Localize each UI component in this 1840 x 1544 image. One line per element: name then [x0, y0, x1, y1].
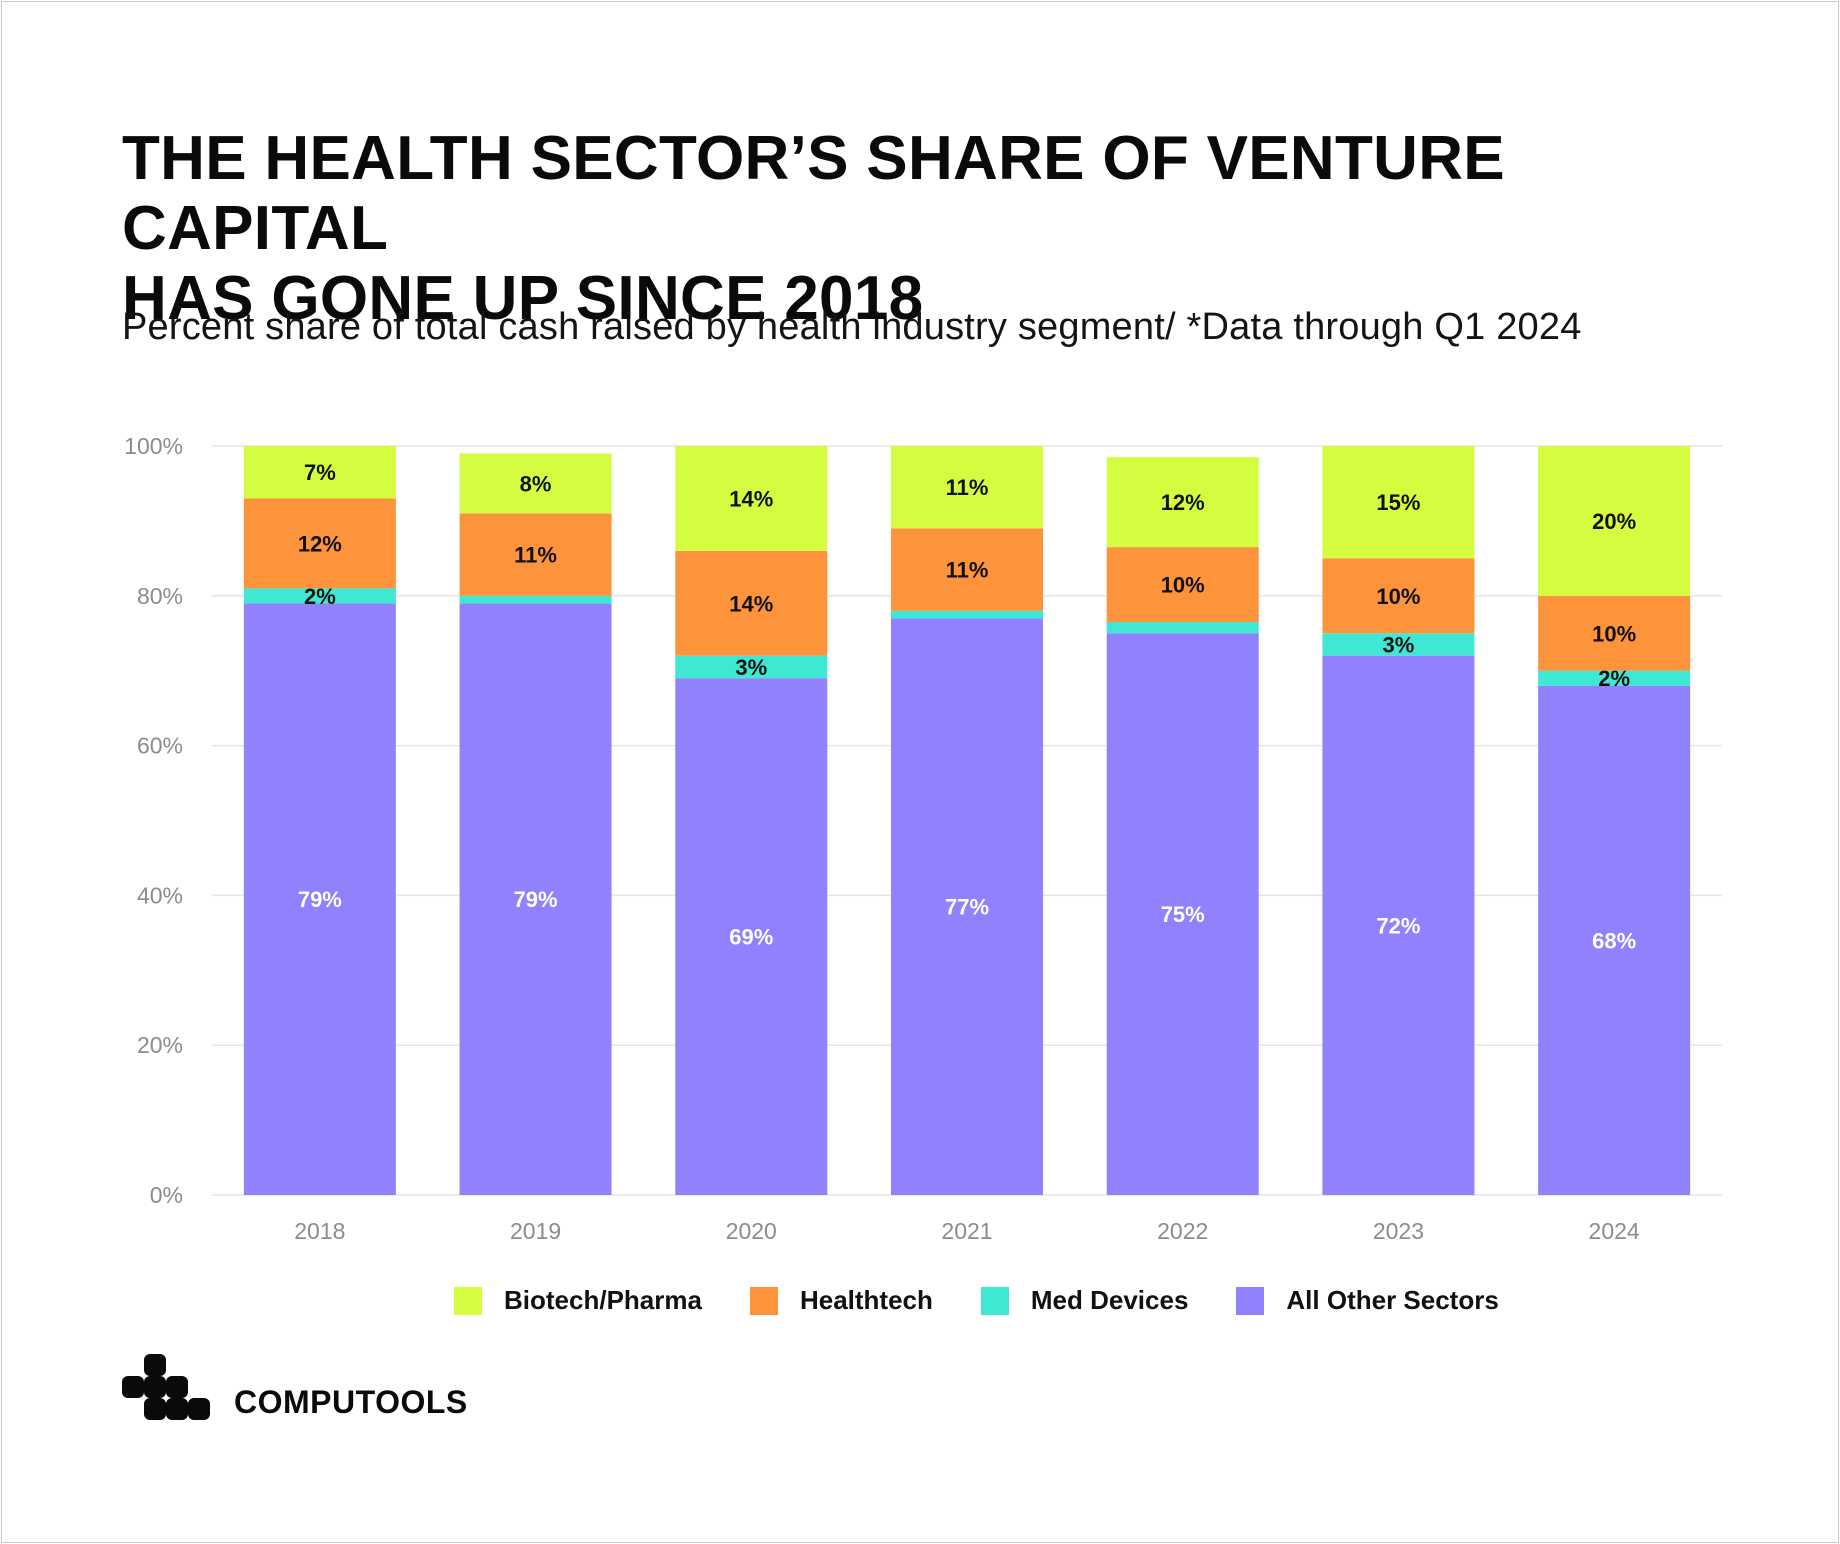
data-label: 7%: [304, 460, 336, 485]
legend-label: All Other Sectors: [1286, 1285, 1499, 1315]
x-tick-label: 2021: [941, 1218, 992, 1244]
bar-segment: [675, 678, 828, 1195]
bar-segment: [1106, 633, 1259, 1195]
x-tick-label: 2018: [294, 1218, 345, 1244]
y-tick-label: 100%: [124, 433, 183, 459]
x-tick-label: 2024: [1589, 1218, 1640, 1244]
data-label: 68%: [1592, 928, 1636, 953]
legend-swatch: [980, 1286, 1009, 1315]
y-tick-label: 40%: [137, 882, 183, 908]
data-label: 8%: [520, 471, 552, 496]
bar-segment: [459, 603, 612, 1195]
x-tick-label: 2022: [1157, 1218, 1208, 1244]
data-label: 72%: [1376, 913, 1420, 938]
chart-title: THE HEALTH SECTOR’S SHARE OF VENTURE CAP…: [122, 124, 1762, 334]
data-label: 79%: [514, 887, 558, 912]
bar-segment: [1106, 547, 1259, 623]
computools-logo-icon: [122, 1354, 210, 1420]
bar-segment: [891, 446, 1043, 529]
bar-segment: [1106, 622, 1259, 634]
bar-segment: [675, 550, 828, 656]
y-tick-label: 60%: [137, 733, 183, 759]
bar-segment: [243, 588, 396, 604]
data-label: 10%: [1376, 584, 1420, 609]
brand-name: COMPUTOOLS: [234, 1383, 468, 1420]
legend-item: All Other Sectors: [1236, 1285, 1499, 1316]
data-label: 10%: [1161, 573, 1205, 598]
y-tick-label: 20%: [137, 1032, 183, 1058]
chart-legend: Biotech/Pharma Healthtech Med Devices All O…: [454, 1285, 1547, 1316]
legend-swatch: [1236, 1286, 1265, 1315]
bar-segment: [1106, 457, 1259, 548]
data-label: 11%: [946, 558, 989, 583]
data-label: 14%: [729, 486, 773, 511]
legend-label: Biotech/Pharma: [504, 1285, 702, 1315]
bar-segment: [243, 603, 396, 1195]
data-label: 14%: [729, 591, 773, 616]
data-label: 75%: [1161, 902, 1205, 927]
y-tick-label: 0%: [150, 1182, 183, 1208]
bar-segment: [243, 446, 396, 499]
legend-item: Biotech/Pharma: [454, 1285, 702, 1316]
x-tick-label: 2019: [510, 1218, 561, 1244]
data-label: 20%: [1592, 509, 1636, 534]
chart-title-line-1: THE HEALTH SECTOR’S SHARE OF VENTURE CAP…: [122, 124, 1505, 263]
x-tick-label: 2023: [1373, 1218, 1424, 1244]
bar-segment: [1538, 595, 1691, 671]
x-tick-label: 2020: [726, 1218, 777, 1244]
data-label: 77%: [945, 895, 989, 920]
legend-label: Healthtech: [799, 1285, 933, 1315]
bar-segment: [459, 513, 612, 596]
bar-segment: [675, 446, 828, 551]
legend-item: Healthtech: [749, 1285, 933, 1316]
data-label: 69%: [729, 925, 773, 950]
data-label: 11%: [946, 475, 989, 500]
data-label: 3%: [1383, 632, 1415, 657]
bar-segment: [459, 453, 612, 514]
data-label: 79%: [298, 887, 342, 912]
legend-label: Med Devices: [1030, 1285, 1189, 1315]
data-label: 12%: [1161, 490, 1205, 515]
data-label: 3%: [735, 655, 767, 680]
data-label: 10%: [1592, 621, 1636, 646]
bar-segment: [1322, 558, 1475, 634]
legend-swatch: [749, 1286, 778, 1315]
y-tick-label: 80%: [137, 583, 183, 609]
bar-segment: [459, 595, 612, 604]
legend-item: Med Devices: [980, 1285, 1189, 1316]
data-label: 15%: [1376, 490, 1420, 515]
bar-segment: [1538, 446, 1691, 596]
bar-segment: [243, 498, 396, 589]
chart-title-line-2: HAS GONE UP SINCE 2018: [122, 264, 924, 333]
bar-segment: [1322, 655, 1475, 1195]
data-label: 12%: [298, 531, 342, 556]
bar-segment: [1538, 670, 1691, 686]
bar-segment: [1538, 685, 1691, 1195]
bar-segment: [1322, 446, 1475, 559]
brand-logo: COMPUTOOLS: [122, 1354, 468, 1426]
bar-segment: [891, 528, 1043, 611]
bar-segment: [675, 655, 828, 679]
bar-segment: [1322, 633, 1475, 656]
bar-segment: [891, 610, 1043, 619]
data-label: 11%: [514, 543, 557, 568]
legend-swatch: [454, 1286, 482, 1315]
bar-segment: [891, 618, 1043, 1195]
chart-subtitle: Percent share of total cash raised by he…: [122, 306, 1582, 348]
